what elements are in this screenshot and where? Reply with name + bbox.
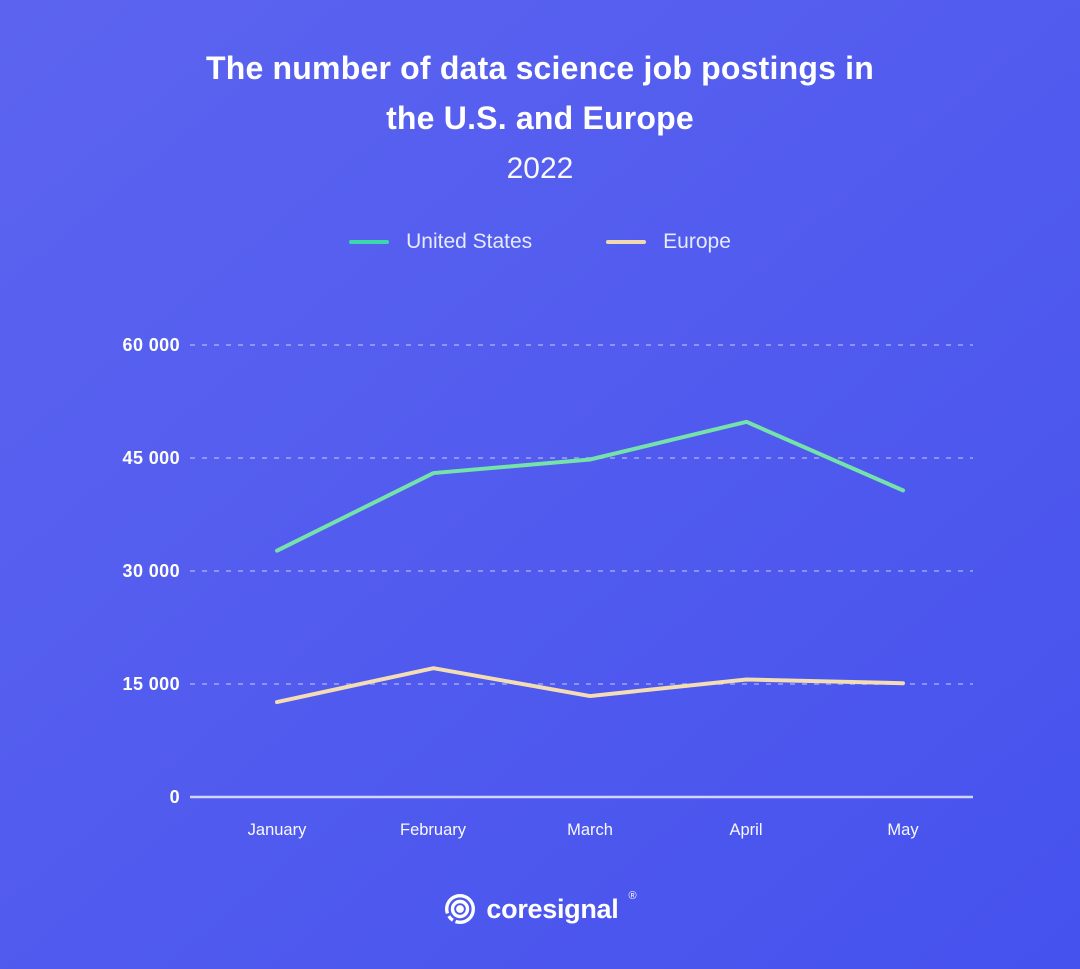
y-tick-label-45000: 45 000	[122, 448, 180, 468]
legend-label-united-states: United States	[406, 230, 533, 253]
chart-subtitle-year: 2022	[506, 152, 574, 185]
legend-item-europe: Europe	[606, 230, 731, 254]
coresignal-logo: coresignal ®	[0, 890, 1080, 926]
y-tick-label-0: 0	[169, 787, 180, 807]
chart-legend: United States Europe	[0, 230, 1080, 254]
chart-title-line2: the U.S. and Europe	[386, 100, 694, 136]
x-tick-label-march: March	[567, 821, 613, 839]
y-tick-label-30000: 30 000	[122, 561, 180, 581]
coresignal-logo-text: coresignal	[486, 893, 619, 924]
registered-trademark-symbol: ®	[628, 890, 637, 902]
legend-label-europe: Europe	[663, 230, 731, 253]
legend-item-united-states: United States	[349, 230, 532, 254]
x-tick-label-may: May	[887, 821, 919, 839]
legend-swatch-united-states	[349, 240, 390, 244]
series-line-united-states	[275, 419, 905, 553]
x-tick-label-january: January	[247, 821, 307, 839]
y-tick-label-15000: 15 000	[122, 674, 180, 694]
chart-title-line1: The number of data science job postings …	[205, 50, 875, 86]
y-tick-label-60000: 60 000	[122, 335, 180, 355]
x-tick-label-april: April	[729, 821, 763, 839]
legend-swatch-europe	[606, 240, 647, 244]
x-tick-label-february: February	[399, 821, 467, 839]
coresignal-logo-icon	[445, 893, 476, 925]
series-line-europe	[275, 666, 905, 705]
